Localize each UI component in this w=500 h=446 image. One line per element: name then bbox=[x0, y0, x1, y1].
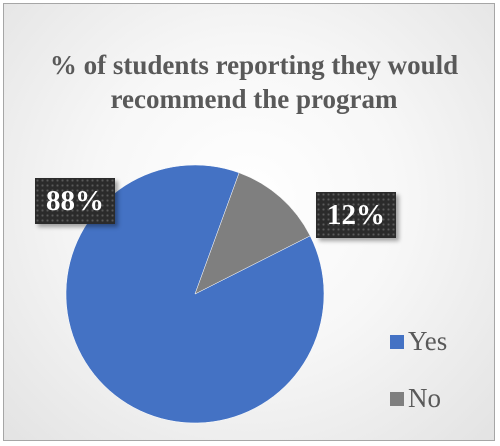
chart-area: % of students reporting they would recom… bbox=[3, 3, 495, 441]
legend-swatch-no bbox=[390, 391, 404, 406]
pie-chart bbox=[65, 164, 325, 424]
legend-label-yes: Yes bbox=[408, 326, 448, 356]
legend-item-yes: Yes bbox=[390, 326, 447, 357]
data-label-yes: 88% bbox=[35, 178, 115, 224]
legend-label-no: No bbox=[408, 383, 441, 413]
legend-swatch-yes bbox=[390, 334, 404, 349]
data-label-no: 12% bbox=[316, 192, 396, 238]
chart-title: % of students reporting they would recom… bbox=[49, 50, 459, 114]
legend-item-no: No bbox=[390, 383, 441, 414]
pie-slice-no bbox=[194, 172, 311, 295]
